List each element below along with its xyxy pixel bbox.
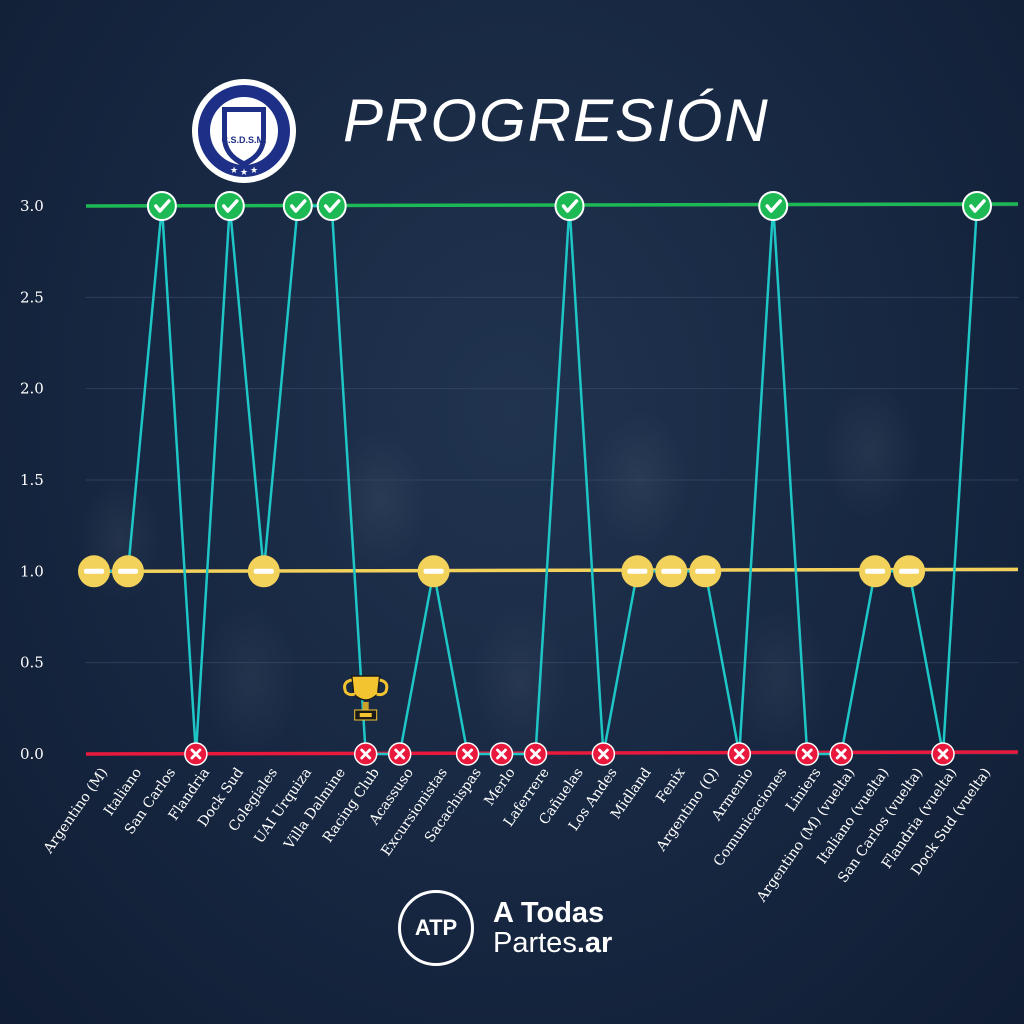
draw-marker [417, 555, 450, 588]
atp-brand-line1: A Todas [493, 897, 605, 929]
loss-marker [455, 742, 480, 766]
svg-text:★: ★ [230, 166, 238, 176]
atp-brand-name: Partes [493, 927, 577, 959]
svg-text:C.S.D.S.M.: C.S.D.S.M. [221, 135, 266, 145]
win-circle [962, 191, 992, 221]
x-tick-label: Fenix [653, 765, 688, 806]
trophy-plate [359, 713, 372, 717]
draw-marker [112, 555, 144, 588]
trophy-handle-right [376, 678, 389, 697]
svg-text:★: ★ [250, 166, 258, 176]
checkmark-icon [154, 199, 171, 213]
win-circle [758, 191, 789, 221]
y-tick-label: 0.0 [20, 745, 44, 763]
atp-brand-logo: ATP A Todas Partes.ar [398, 890, 628, 980]
trophy-handle-left [343, 678, 356, 697]
y-tick-label: 1.5 [20, 471, 44, 489]
cross-icon [835, 748, 847, 760]
cross-icon [394, 748, 406, 760]
dash-icon [661, 568, 682, 574]
cross-icon [496, 748, 507, 760]
club-crest-icon: C.S.D.S.M. 1936 ★ ★ ★ [192, 79, 296, 183]
win-marker [554, 191, 585, 221]
dash-icon [423, 568, 444, 574]
draw-marker [859, 555, 892, 588]
y-tick-label: 3.0 [20, 197, 44, 215]
loss-marker [184, 742, 208, 766]
checkmark-icon [561, 199, 579, 213]
dash-icon [695, 568, 716, 574]
draw-marker [893, 555, 926, 588]
atp-circle-mark: ATP [398, 890, 474, 966]
win-circle [316, 191, 347, 221]
dash-icon [118, 568, 138, 574]
draw-marker [655, 555, 688, 588]
y-tick-label: 2.0 [20, 380, 44, 398]
draw-marker [689, 555, 722, 588]
x-tick-label: Argentino (M) [40, 765, 111, 857]
cross-icon [598, 748, 609, 760]
cross-icon [801, 748, 813, 760]
trophy-cup [350, 675, 381, 701]
loss-marker [829, 742, 853, 766]
loss-marker [931, 742, 955, 766]
svg-text:1936: 1936 [237, 98, 251, 104]
cross-icon [530, 748, 541, 760]
dash-icon [865, 568, 886, 574]
loss-marker [727, 742, 752, 766]
dash-icon [253, 568, 274, 574]
reference-line-loss [85, 750, 1019, 756]
loss-marker [387, 742, 412, 766]
y-tick-label: 1.0 [20, 562, 44, 580]
checkmark-icon [222, 199, 239, 213]
win-marker [962, 191, 992, 221]
cross-icon [937, 748, 949, 760]
win-circle [214, 191, 245, 221]
loss-marker [353, 742, 378, 766]
loss-marker [591, 742, 616, 766]
win-circle [282, 191, 313, 221]
checkmark-icon [969, 199, 986, 213]
annotations [343, 675, 389, 721]
cross-icon [462, 748, 474, 760]
y-tick-labels: 0.0 0.5 1.0 1.5 2.0 2.5 3.0 [20, 197, 44, 763]
page-title: PROGRESIÓN [343, 87, 770, 154]
y-tick-label: 0.5 [20, 654, 44, 672]
atp-brand-line2: Partes.ar [493, 928, 612, 958]
checkmark-icon [290, 199, 307, 213]
checkmark-icon [323, 199, 341, 213]
draw-marker [78, 555, 110, 588]
cross-icon [733, 748, 745, 760]
loss-marker [489, 742, 514, 766]
win-marker [214, 191, 245, 221]
win-circle [146, 191, 177, 221]
loss-marker [523, 742, 548, 766]
dash-icon [899, 568, 920, 574]
win-marker [758, 191, 789, 221]
trophy-icon [343, 675, 389, 721]
cross-icon [360, 748, 372, 760]
svg-text:★: ★ [240, 168, 248, 178]
y-tick-label: 2.5 [20, 288, 44, 306]
win-marker [146, 191, 177, 221]
loss-marker [795, 742, 819, 766]
draw-marker [621, 555, 654, 588]
result-markers [78, 191, 992, 766]
win-marker [316, 191, 347, 221]
trophy-stem [362, 702, 369, 710]
draw-marker [247, 555, 280, 588]
checkmark-icon [765, 199, 782, 213]
cross-icon [190, 748, 202, 760]
win-marker [282, 191, 313, 221]
win-circle [554, 191, 585, 221]
atp-brand-tld: .ar [576, 927, 613, 959]
dash-icon [84, 568, 104, 574]
dash-icon [627, 568, 648, 574]
